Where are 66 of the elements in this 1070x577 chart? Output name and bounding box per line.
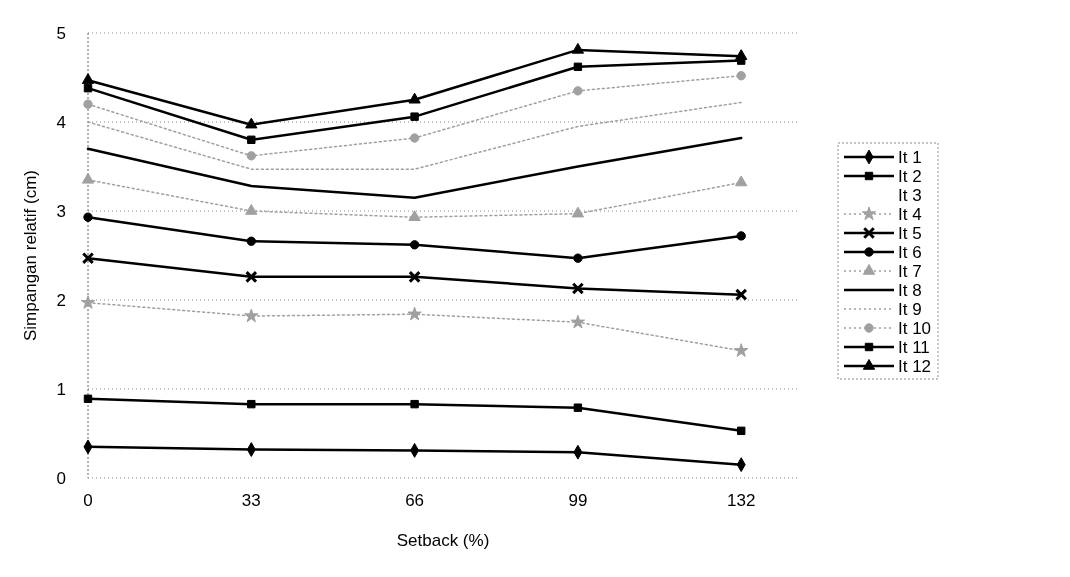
legend-label: It 5 — [898, 223, 922, 243]
point — [734, 288, 748, 301]
point — [571, 206, 585, 218]
line-series — [86, 136, 743, 199]
text: It 3 — [898, 185, 922, 205]
point — [736, 231, 746, 241]
line-series — [87, 101, 742, 170]
legend-label: It 12 — [898, 356, 932, 376]
point — [245, 203, 258, 215]
point — [573, 403, 583, 412]
point — [573, 253, 583, 263]
point — [83, 83, 93, 93]
point — [735, 49, 748, 60]
legend-label: It 11 — [898, 337, 930, 357]
point — [408, 92, 421, 104]
x-tick-label: 132 — [727, 491, 756, 510]
point — [247, 399, 256, 409]
x-axis-title: Setback (%) — [396, 531, 490, 550]
point — [734, 343, 749, 357]
point — [736, 71, 746, 81]
x-tick-label: 0 — [83, 491, 93, 510]
y-tick-label: 2 — [56, 290, 66, 310]
point — [81, 251, 95, 265]
legend-label: It 10 — [898, 318, 932, 338]
legend-label: It 4 — [898, 204, 922, 224]
point — [409, 133, 420, 143]
y-tick-label: 4 — [56, 112, 66, 132]
point — [570, 314, 586, 329]
point — [573, 62, 583, 72]
x-tick-label: 99 — [568, 491, 588, 510]
point — [81, 73, 95, 84]
legend-label: It 7 — [898, 261, 922, 281]
point — [573, 86, 583, 96]
point — [80, 295, 96, 309]
point — [83, 212, 93, 222]
point — [244, 308, 259, 323]
point — [81, 172, 95, 184]
legend-label: It 9 — [898, 299, 922, 319]
y-tick-label: 3 — [56, 201, 66, 221]
point — [571, 42, 585, 54]
point — [736, 426, 746, 436]
point — [83, 394, 93, 403]
y-axis-title: Simpangan relatif (cm) — [21, 169, 40, 342]
legend-label: It 6 — [898, 242, 922, 262]
y-tick-label: 5 — [56, 23, 66, 43]
point — [408, 270, 421, 284]
point — [83, 99, 93, 109]
point — [410, 112, 419, 121]
point — [245, 270, 258, 284]
point — [407, 306, 422, 321]
point — [247, 135, 256, 145]
point — [735, 175, 748, 187]
point — [246, 236, 256, 246]
point — [410, 399, 419, 409]
x-tick-label: 66 — [405, 491, 425, 510]
point — [245, 117, 258, 129]
point — [409, 240, 420, 250]
legend-label: It 8 — [898, 280, 922, 300]
point — [408, 210, 421, 221]
legend-label: It 1 — [898, 147, 922, 167]
point — [246, 151, 256, 161]
x-tick-label: 33 — [241, 491, 261, 510]
point — [571, 282, 585, 295]
legend-label: It 2 — [898, 166, 922, 186]
y-tick-label: 0 — [56, 468, 66, 488]
y-tick-label: 1 — [56, 379, 66, 399]
